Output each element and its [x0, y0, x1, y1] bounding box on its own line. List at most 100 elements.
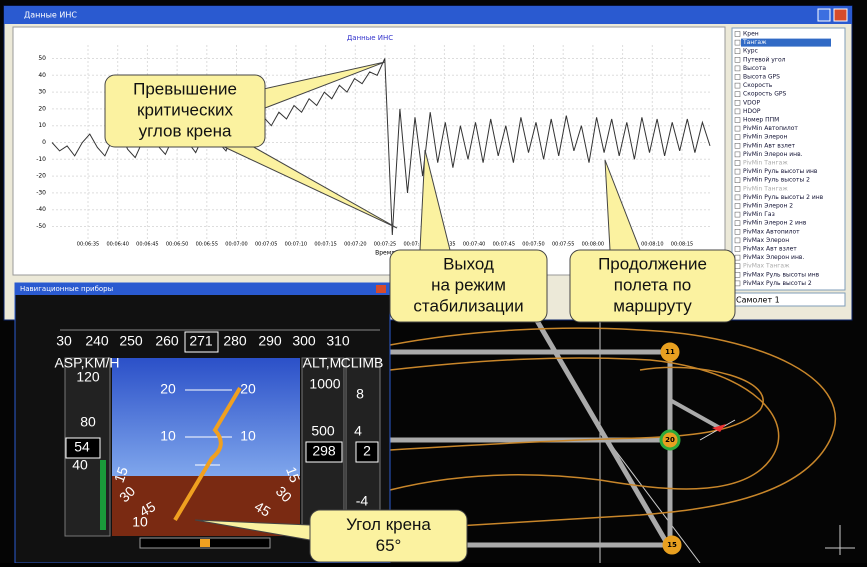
pfd-label: 300 — [292, 333, 316, 349]
pfd-label: 290 — [258, 333, 282, 349]
checkbox[interactable] — [735, 229, 740, 234]
checkbox[interactable] — [735, 40, 740, 45]
checkbox[interactable] — [735, 143, 740, 148]
pfd-label: 120 — [76, 369, 100, 385]
x-tick-label: 00:06:45 — [136, 242, 158, 248]
checkbox[interactable] — [735, 100, 740, 105]
checkbox[interactable] — [735, 255, 740, 260]
y-tick-label: -10 — [36, 156, 46, 163]
x-tick-label: 00:08:10 — [641, 242, 663, 248]
button-close-2[interactable] — [376, 285, 386, 293]
list-item: PivMin Элерон инв. — [743, 151, 803, 158]
x-tick-label: 00:07:00 — [225, 242, 247, 248]
screen: 112015 Данные ИНС Данные ИНС 50403020100… — [0, 0, 867, 563]
pfd-label: 8 — [356, 386, 364, 402]
checkbox[interactable] — [735, 83, 740, 88]
list-item: Высота GPS — [743, 74, 780, 81]
button-maximize[interactable] — [818, 9, 830, 21]
pfd-label: 30 — [56, 333, 72, 349]
checkbox[interactable] — [735, 221, 740, 226]
callout-text: маршруту — [613, 296, 692, 315]
list-item: Тангаж — [742, 39, 767, 46]
checkbox[interactable] — [735, 57, 740, 62]
checkbox[interactable] — [735, 212, 740, 217]
list-item: Скорость GPS — [743, 91, 786, 98]
list-item: PivMax Элерон инв. — [743, 254, 804, 261]
checkbox[interactable] — [735, 32, 740, 37]
list-item: PivMin Тангаж — [743, 160, 788, 167]
x-tick-label: 00:07:05 — [255, 242, 277, 248]
callout-text: Превышение — [133, 79, 237, 98]
checkbox[interactable] — [735, 75, 740, 80]
checkbox[interactable] — [735, 247, 740, 252]
checkbox[interactable] — [735, 118, 740, 123]
checkbox[interactable] — [735, 161, 740, 166]
callout-text: 65° — [376, 536, 402, 555]
checkbox[interactable] — [735, 204, 740, 209]
list-item: PivMin Руль высоты 2 инв — [743, 194, 824, 201]
pfd-label: 240 — [85, 333, 109, 349]
sky — [112, 358, 300, 476]
list-item: HDOP — [743, 108, 761, 115]
pfd-label: 298 — [312, 443, 336, 459]
checkbox[interactable] — [735, 178, 740, 183]
x-tick-label: 00:07:20 — [344, 242, 366, 248]
checkbox[interactable] — [735, 92, 740, 97]
checkbox[interactable] — [735, 281, 740, 286]
callout-text: критических — [137, 100, 233, 119]
checkbox[interactable] — [735, 109, 740, 114]
list-item: Номер ППМ — [743, 117, 779, 124]
y-tick-label: 20 — [38, 105, 46, 112]
checkbox[interactable] — [735, 126, 740, 131]
x-tick-label: 00:07:40 — [463, 242, 485, 248]
pfd-label: 80 — [80, 414, 96, 430]
slip-ball — [200, 539, 210, 547]
button-close[interactable] — [834, 9, 847, 21]
x-tick-label: 00:07:45 — [493, 242, 515, 248]
checkbox[interactable] — [735, 264, 740, 269]
list-item: PivMin Элерон 2 — [743, 203, 793, 210]
x-tick-label: 00:07:25 — [374, 242, 396, 248]
x-tick-label: 00:06:50 — [166, 242, 188, 248]
callout-text: Продолжение — [598, 254, 707, 273]
checkbox[interactable] — [735, 272, 740, 277]
checkbox[interactable] — [735, 135, 740, 140]
list-item: PivMax Тангаж — [743, 263, 790, 270]
list-item: Скорость — [743, 82, 773, 89]
pfd-label: 250 — [119, 333, 143, 349]
list-item: PivMin Авт взлет — [743, 142, 796, 149]
x-tick-label: 00:07:55 — [552, 242, 574, 248]
list-item: PivMin Элерон — [743, 134, 787, 141]
titlebar — [4, 6, 852, 24]
list-item: PivMin Автопилот — [743, 125, 798, 132]
list-item: PivMin Руль высоты инв — [743, 168, 818, 175]
dropdown-value: Самолет 1 — [736, 296, 780, 305]
checkbox[interactable] — [735, 195, 740, 200]
pfd-label: 4 — [354, 423, 362, 439]
pfd-label: 500 — [311, 423, 335, 439]
pfd-label: 20 — [160, 381, 176, 397]
y-tick-label: 10 — [38, 122, 46, 129]
checkbox[interactable] — [735, 186, 740, 191]
callout-text: стабилизации — [413, 296, 523, 315]
checkbox[interactable] — [735, 238, 740, 243]
checkbox[interactable] — [735, 66, 740, 71]
x-tick-label: 00:06:35 — [77, 242, 99, 248]
checkbox[interactable] — [735, 169, 740, 174]
pfd-label: 260 — [155, 333, 179, 349]
pfd-label: 54 — [74, 439, 90, 455]
list-item: PivMax Автопилот — [743, 228, 800, 235]
checkbox[interactable] — [735, 49, 740, 54]
waypoint-label: 20 — [665, 436, 675, 444]
y-tick-label: 40 — [38, 72, 46, 79]
waypoint-label: 15 — [667, 541, 677, 549]
list-item: Путевой угол — [743, 56, 786, 63]
checkbox[interactable] — [735, 152, 740, 157]
list-item: Крен — [743, 31, 759, 38]
list-item: PivMax Руль высоты 2 — [743, 280, 812, 287]
list-item: PivMax Авт взлет — [743, 246, 797, 253]
waypoint-label: 11 — [665, 348, 675, 356]
x-tick-label: 00:06:40 — [106, 242, 128, 248]
callout-text: Выход — [443, 254, 494, 273]
y-tick-label: -50 — [36, 223, 46, 230]
